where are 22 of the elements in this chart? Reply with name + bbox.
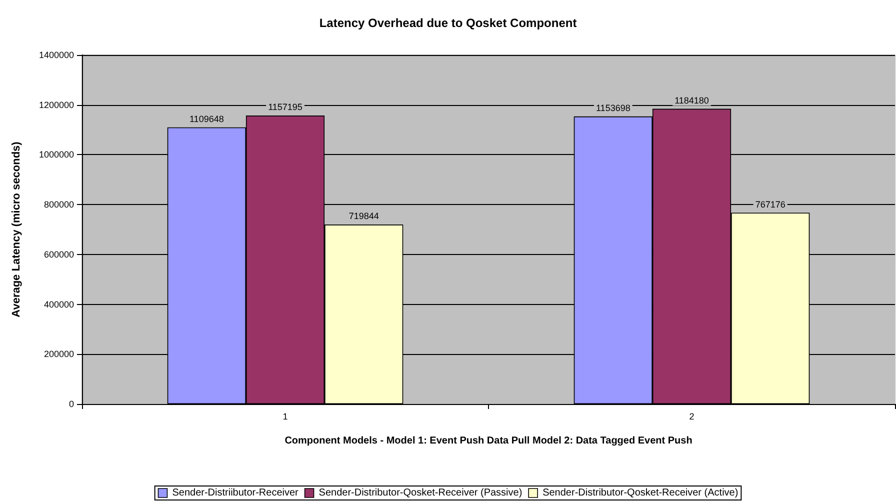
legend-label: Sender-Distributor-Qosket-Receiver (Active) (542, 488, 738, 498)
data-label: 1153698 (596, 102, 630, 113)
y-tick-label: 600000 (44, 249, 74, 260)
x-tick-label: 1 (282, 412, 288, 422)
x-tick-label: 2 (689, 412, 694, 422)
chart-title: Latency Overhead due to Qosket Component (319, 16, 577, 30)
y-axis-title: Average Latency (micro seconds) (10, 141, 22, 318)
legend-label: Sender-Distributor-Qosket-Receiver (Passive) (318, 488, 522, 498)
y-tick-label: 0 (68, 399, 74, 409)
data-label: 1109648 (189, 114, 224, 124)
data-label: 719844 (348, 211, 379, 222)
y-tick-label: 1200000 (38, 100, 74, 110)
legend-label: Sender-Distriibutor-Receiver (172, 488, 300, 498)
y-tick-label: 1400000 (38, 50, 74, 60)
y-tick-label: 400000 (44, 299, 74, 310)
y-tick-label: 800000 (44, 200, 74, 210)
data-label: 1157195 (268, 102, 302, 112)
data-label: 767176 (755, 199, 786, 210)
y-tick-label: 1000000 (38, 150, 74, 160)
x-axis-title: Component Models - Model 1: Event Push Data Pull Model 2: Data Tagged Event Push (284, 436, 692, 446)
data-label: 1184180 (674, 95, 709, 106)
y-tick-label: 200000 (44, 349, 74, 360)
